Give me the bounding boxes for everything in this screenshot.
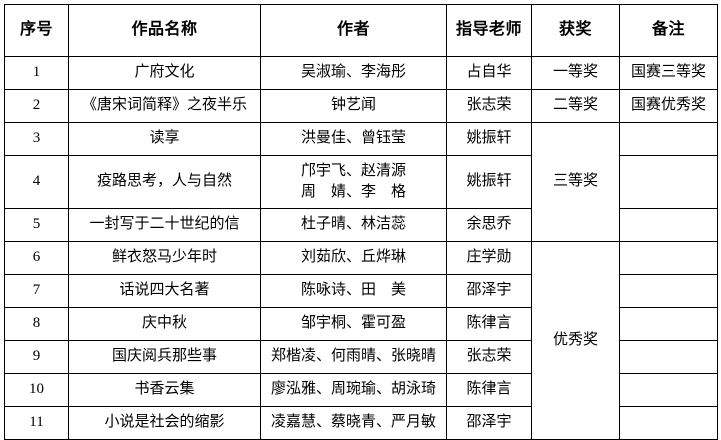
table-body: 1 广府文化 吴淑瑜、李海彤 占自华 一等奖 国赛三等奖 2 《唐宋词简释》之夜半乐 钟艺闻 张志… — [4, 56, 718, 440]
cell-remark: 国赛三等奖 — [619, 56, 718, 90]
cell-index: 6 — [4, 241, 69, 275]
cell-index: 5 — [4, 208, 69, 242]
cell-title: 书香云集 — [68, 373, 261, 407]
cell-index: 10 — [4, 373, 69, 407]
cell-remark — [619, 241, 718, 275]
cell-index: 7 — [4, 274, 69, 308]
cell-title: 小说是社会的缩影 — [68, 406, 261, 440]
cell-index: 8 — [4, 307, 69, 341]
cell-teacher: 庄学勋 — [446, 241, 532, 275]
author-line: 廖泓雅、周琬瑜、胡泳琦 — [270, 381, 436, 398]
table-row: 3 读享 洪曼佳、曾钰莹 姚振轩 三等奖 — [4, 122, 718, 242]
cell-teacher: 姚振轩 — [446, 122, 532, 156]
cell-index: 1 — [4, 56, 69, 90]
author-line: 杜子晴、林洁蕊 — [300, 216, 406, 233]
cell-index: 9 — [4, 340, 69, 374]
cell-title: 国庆阅兵那些事 — [68, 340, 261, 374]
cell-title: 鲜衣怒马少年时 — [68, 241, 261, 275]
table-row: 9 国庆阅兵那些事 郑楷凌、何雨晴、张晓晴 张志荣 — [4, 340, 718, 374]
cell-teacher: 邵泽宇 — [446, 274, 532, 308]
cell-index: 4 — [4, 155, 69, 209]
cell-author: 凌嘉慧、蔡晓青、严月敏 — [260, 406, 447, 440]
cell-remark — [619, 340, 718, 374]
cell-author: 杜子晴、林洁蕊 — [260, 208, 447, 242]
author-line: 刘茹欣、丘烨琳 — [300, 249, 406, 266]
cell-teacher: 邵泽宇 — [446, 406, 532, 440]
column-header-remark: 备注 — [619, 4, 718, 57]
table-row: 7 话说四大名著 陈咏诗、田 美 邵泽宇 — [4, 274, 718, 308]
cell-remark: 国赛优秀奖 — [619, 89, 718, 123]
cell-teacher: 占自华 — [446, 56, 532, 90]
cell-author: 郑楷凌、何雨晴、张晓晴 — [260, 340, 447, 374]
cell-remark — [619, 274, 718, 308]
cell-teacher: 陈律言 — [446, 373, 532, 407]
cell-remark — [619, 208, 718, 242]
cell-title: 广府文化 — [68, 56, 261, 90]
author-line: 邝宇飞、赵清源 — [300, 163, 406, 179]
column-header-title: 作品名称 — [68, 4, 261, 57]
author-line: 邹宇桐、霍可盈 — [300, 315, 406, 332]
cell-remark — [619, 155, 718, 209]
table-row: 6 鲜衣怒马少年时 刘茹欣、丘烨琳 庄学勋 优秀奖 — [4, 241, 718, 440]
cell-index: 3 — [4, 122, 69, 156]
cell-award: 二等奖 — [531, 89, 620, 123]
cell-teacher: 陈律言 — [446, 307, 532, 341]
cell-remark — [619, 122, 718, 156]
cell-remark — [619, 373, 718, 407]
cell-author: 廖泓雅、周琬瑜、胡泳琦 — [260, 373, 447, 407]
table-row: 5 一封写于二十世纪的信 杜子晴、林洁蕊 余思乔 — [4, 208, 718, 242]
author-line: 洪曼佳、曾钰莹 — [300, 130, 406, 147]
author-line: 陈咏诗、田 美 — [300, 282, 406, 299]
cell-teacher: 余思乔 — [446, 208, 532, 242]
author-line: 钟艺闻 — [330, 97, 376, 114]
cell-author: 刘茹欣、丘烨琳 — [260, 241, 447, 275]
column-header-author: 作者 — [260, 4, 447, 57]
cell-author: 邝宇飞、赵清源周 婧、李 格 — [260, 155, 447, 209]
column-header-index: 序号 — [4, 4, 69, 57]
cell-teacher: 张志荣 — [446, 89, 532, 123]
award-results-table: 序号 作品名称 作者 指导老师 获奖 备注 1 广府文化 吴淑瑜、李海彤 占自华 一等奖… — [4, 4, 718, 440]
author-line: 凌嘉慧、蔡晓青、严月敏 — [270, 414, 436, 431]
cell-author: 洪曼佳、曾钰莹 — [260, 122, 447, 156]
cell-teacher: 姚振轩 — [446, 155, 532, 209]
cell-award: 一等奖 — [531, 56, 620, 90]
cell-author: 钟艺闻 — [260, 89, 447, 123]
cell-index: 2 — [4, 89, 69, 123]
column-header-teacher: 指导老师 — [446, 4, 532, 57]
author-line: 吴淑瑜、李海彤 — [300, 64, 406, 81]
cell-author: 陈咏诗、田 美 — [260, 274, 447, 308]
cell-remark — [619, 406, 718, 440]
cell-title: 《唐宋词简释》之夜半乐 — [68, 89, 261, 123]
cell-teacher: 张志荣 — [446, 340, 532, 374]
table-header: 序号 作品名称 作者 指导老师 获奖 备注 — [4, 4, 718, 57]
cell-author: 吴淑瑜、李海彤 — [260, 56, 447, 90]
table-row: 4 疫路思考，人与自然 邝宇飞、赵清源周 婧、李 格姚振轩 — [4, 155, 718, 209]
author-line: 周 婧、李 格 — [300, 183, 406, 200]
table-row: 1 广府文化 吴淑瑜、李海彤 占自华 一等奖 国赛三等奖 — [4, 56, 718, 90]
cell-remark — [619, 307, 718, 341]
cell-award: 优秀奖 — [531, 241, 620, 440]
cell-author: 邹宇桐、霍可盈 — [260, 307, 447, 341]
table-header-row: 序号 作品名称 作者 指导老师 获奖 备注 — [4, 4, 718, 57]
cell-title: 疫路思考，人与自然 — [68, 155, 261, 209]
cell-title: 话说四大名著 — [68, 274, 261, 308]
cell-index: 11 — [4, 406, 69, 440]
cell-title: 庆中秋 — [68, 307, 261, 341]
author-line: 郑楷凌、何雨晴、张晓晴 — [270, 348, 436, 365]
cell-title: 读享 — [68, 122, 261, 156]
cell-title: 一封写于二十世纪的信 — [68, 208, 261, 242]
table-row: 2 《唐宋词简释》之夜半乐 钟艺闻 张志荣 二等奖 国赛优秀奖 — [4, 89, 718, 123]
column-header-award: 获奖 — [531, 4, 620, 57]
cell-award: 三等奖 — [531, 122, 620, 242]
